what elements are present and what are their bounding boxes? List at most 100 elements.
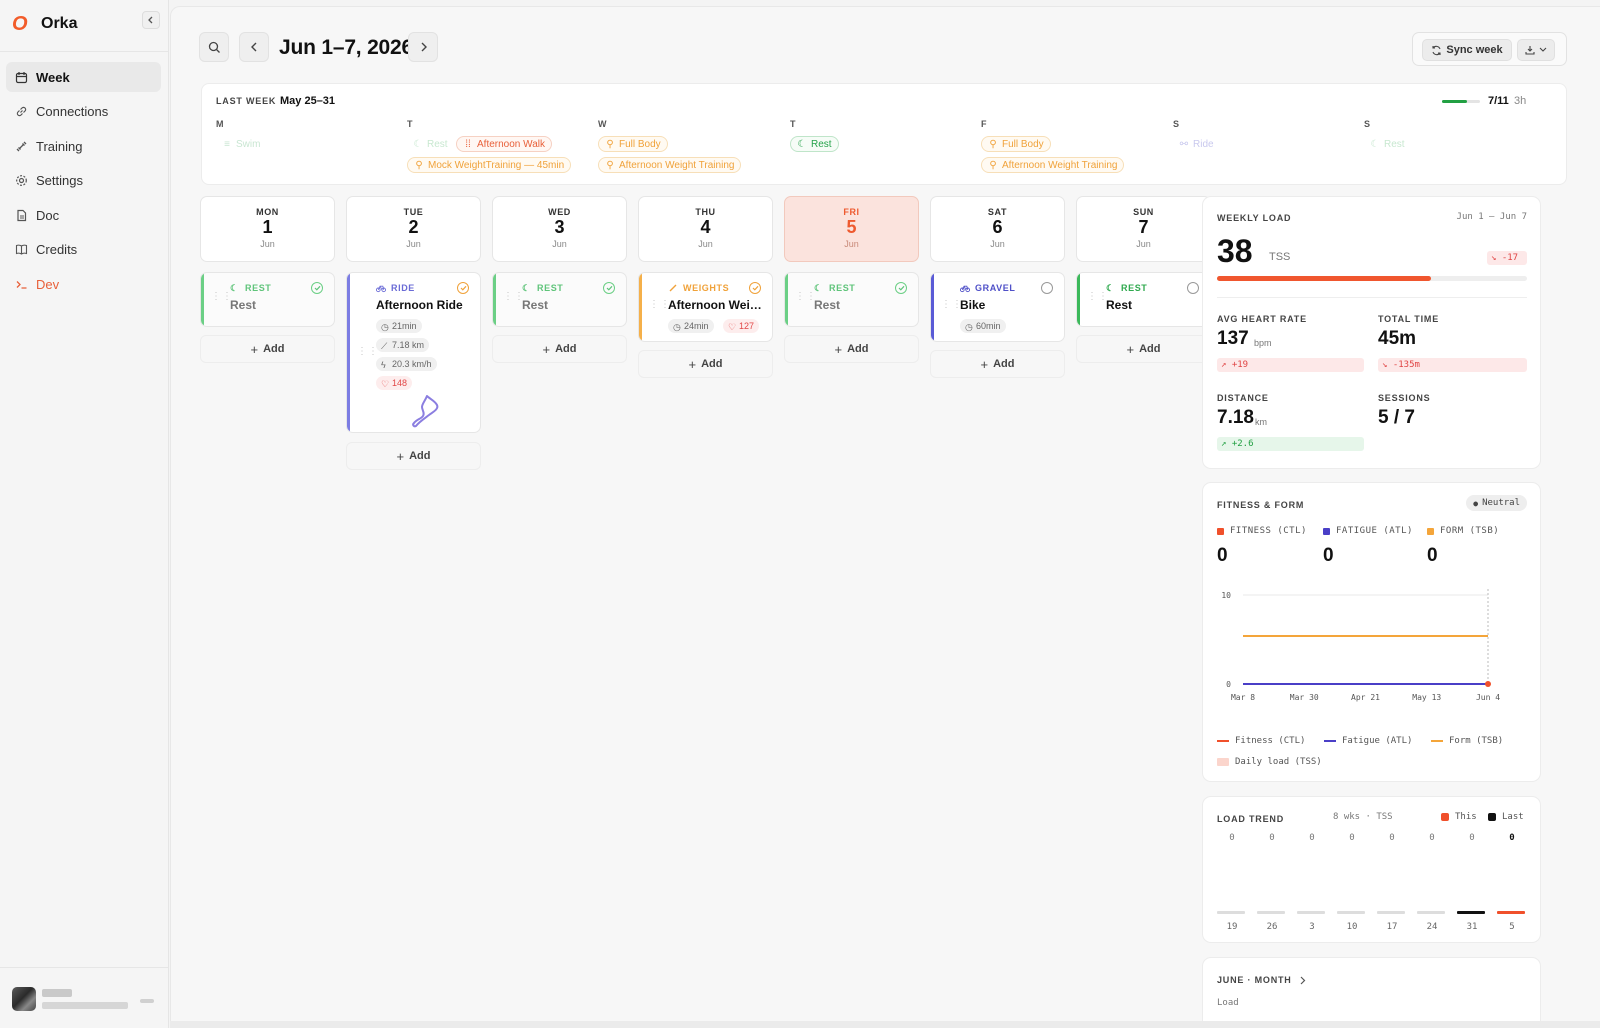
drag-handle-icon[interactable]: ⋮⋮ (211, 291, 233, 302)
month-label[interactable]: JUNE · MONTH (1217, 975, 1306, 985)
legend-label: This (1455, 812, 1477, 822)
load-trend-bar[interactable] (1497, 911, 1525, 914)
add-workout-button[interactable]: + Add (492, 335, 627, 363)
ctl-label: FITNESS (CTL) (1230, 526, 1307, 536)
completed-check-icon[interactable] (457, 282, 469, 294)
drag-handle-icon[interactable]: ⋮⋮ (795, 291, 817, 302)
workout-card-tue[interactable]: ⋮⋮ RIDE Afternoon Ride ◷ 21min ⟋ 7.18 km ϟ… (346, 272, 481, 433)
workout-card-fri[interactable]: ⋮⋮ ☾ REST Rest (784, 272, 919, 327)
last-week-chip[interactable]: ☾ Rest (790, 136, 839, 152)
day-header-mon[interactable]: MON 1 Jun (200, 196, 335, 262)
last-week-day: M (216, 119, 224, 129)
bottom-scrollbar[interactable] (170, 1021, 1600, 1028)
day-name: FRI (843, 207, 860, 217)
sidebar-item-dev[interactable]: Dev (6, 270, 161, 300)
day-name: TUE (403, 207, 424, 217)
legend-label: Last (1502, 812, 1524, 822)
completed-check-icon[interactable] (311, 282, 323, 294)
add-label: Add (263, 343, 285, 355)
sidebar-item-label: Week (36, 69, 70, 85)
sidebar-item-settings[interactable]: Settings (6, 166, 161, 196)
terminal-icon (14, 278, 28, 292)
load-trend-bar[interactable] (1257, 911, 1285, 914)
load-trend-bar[interactable] (1417, 911, 1445, 914)
load-trend-bar[interactable] (1457, 911, 1485, 914)
workout-card-mon[interactable]: ⋮⋮ ☾ REST Rest (200, 272, 335, 327)
workout-card-sat[interactable]: ⋮⋮ GRAVEL Bike ◷ 60min (930, 272, 1065, 342)
legend-label: Fatigue (ATL) (1342, 736, 1413, 746)
brand[interactable]: O Orka (12, 12, 77, 36)
heart-rate-value: 148 (392, 378, 408, 388)
avg-hr-delta: ↗ +19 (1217, 358, 1364, 372)
day-header-sat[interactable]: SAT 6 Jun (930, 196, 1065, 262)
page-title: Jun 1–7, 2026 (279, 36, 413, 59)
sidebar-item-label: Doc (36, 207, 60, 223)
day-header-fri-today[interactable]: FRI 5 Jun (784, 196, 919, 262)
bike-icon: ⚯ (1179, 138, 1189, 150)
dumbbell-icon (668, 283, 678, 293)
sync-week-button[interactable]: Sync week (1422, 39, 1512, 61)
route-map-icon (412, 395, 439, 428)
day-header-tue[interactable]: TUE 2 Jun (346, 196, 481, 262)
load-trend-bar[interactable] (1217, 911, 1245, 914)
last-week-chip[interactable]: ⚲ Mock WeightTraining — 45min (407, 157, 572, 173)
workout-card-wed[interactable]: ⋮⋮ ☾ REST Rest (492, 272, 627, 327)
day-header-wed[interactable]: WED 3 Jun (492, 196, 627, 262)
incomplete-circle-icon[interactable] (1187, 282, 1199, 294)
sidebar-item-training[interactable]: Training (6, 131, 161, 161)
distance-delta: ↗ +2.6 (1217, 437, 1364, 451)
load-trend-bar[interactable] (1297, 911, 1325, 914)
workout-card-sun[interactable]: ⋮⋮ ☾ REST Rest (1076, 272, 1211, 327)
collapse-sidebar-button[interactable] (142, 11, 160, 29)
next-week-button[interactable] (408, 32, 438, 62)
sidebar-item-credits[interactable]: Credits (6, 235, 161, 265)
drag-handle-icon[interactable]: ⋮⋮ (503, 291, 525, 302)
day-header-sun[interactable]: SUN 7 Jun (1076, 196, 1211, 262)
last-week-range: May 25–31 (280, 95, 336, 107)
avatar (12, 987, 36, 1011)
add-workout-button[interactable]: + Add (638, 350, 773, 378)
sidebar-item-connections[interactable]: Connections (6, 97, 161, 127)
drag-handle-icon[interactable]: ⋮⋮ (1087, 291, 1109, 302)
sidebar-item-doc[interactable]: Doc (6, 200, 161, 230)
add-workout-button[interactable]: + Add (346, 442, 481, 470)
sidebar-item-week[interactable]: Week (6, 62, 161, 92)
last-week-chip[interactable]: ≡ Swim (216, 136, 266, 152)
add-workout-button[interactable]: + Add (200, 335, 335, 363)
last-week-chip[interactable]: ⚲ Afternoon Weight Training (598, 157, 742, 173)
drag-handle-icon[interactable]: ⋮⋮ (357, 346, 379, 357)
last-week-chip[interactable]: ☾ Rest (1364, 136, 1411, 152)
day-header-thu[interactable]: THU 4 Jun (638, 196, 773, 262)
drag-handle-icon[interactable]: ⋮⋮ (649, 299, 671, 310)
fitness-form-chart[interactable]: 0 10 Mar 8 Mar 30 Apr 21 May 13 Jun 4 (1203, 588, 1542, 723)
completed-check-icon[interactable] (895, 282, 907, 294)
load-trend-bar[interactable] (1377, 911, 1405, 914)
completed-check-icon[interactable] (603, 282, 615, 294)
drag-handle-icon[interactable]: ⋮⋮ (941, 299, 963, 310)
user-more-icon[interactable] (140, 999, 154, 1003)
add-workout-button[interactable]: + Add (930, 350, 1065, 378)
last-week-chip[interactable]: ☾ Rest (407, 136, 454, 152)
book-icon (14, 243, 28, 257)
search-button[interactable] (199, 32, 229, 62)
last-week-chip[interactable]: ⚲ Full Body (981, 136, 1051, 152)
download-button[interactable] (1517, 39, 1555, 61)
last-week-chip[interactable]: ⚯ Ride (1173, 136, 1220, 152)
last-week-summary[interactable]: LAST WEEK May 25–31 7/11 3h M T W T F S … (201, 83, 1567, 185)
add-workout-button[interactable]: + Add (784, 335, 919, 363)
prev-week-button[interactable] (239, 32, 269, 62)
workout-card-thu[interactable]: ⋮⋮ WEIGHTS Afternoon Weight Training ◷24… (638, 272, 773, 342)
last-week-chip[interactable]: ⁞⁞ Afternoon Walk (456, 136, 552, 152)
day-number: 4 (700, 217, 711, 237)
add-workout-button[interactable]: + Add (1076, 335, 1211, 363)
last-week-chip[interactable]: ⚲ Full Body (598, 136, 668, 152)
incomplete-circle-icon[interactable] (1041, 282, 1053, 294)
load-trend-bar[interactable] (1337, 911, 1365, 914)
last-week-chip[interactable]: ⚲ Afternoon Weight Training (981, 157, 1125, 173)
load-trend-label: LOAD TREND (1217, 814, 1284, 824)
dumbbell-icon: ⚲ (989, 138, 997, 150)
user-menu[interactable] (12, 987, 128, 1011)
month-panel[interactable]: JUNE · MONTH Load (1202, 957, 1541, 1028)
weekly-load-value: 38 (1217, 233, 1253, 269)
completed-check-icon[interactable] (749, 282, 761, 294)
